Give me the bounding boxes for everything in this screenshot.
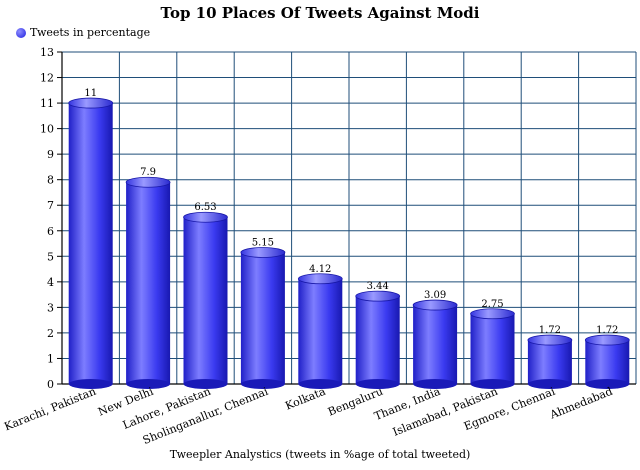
bar-base (240, 379, 285, 389)
y-tick-label: 9 (47, 148, 54, 161)
y-tick-label: 10 (40, 123, 54, 136)
data-label: 7.9 (140, 167, 156, 178)
bar-body (183, 217, 228, 384)
legend-label: Tweets in percentage (30, 26, 151, 39)
bar-base (470, 379, 515, 389)
x-tick-label: Karachi, Pakistan (2, 385, 97, 434)
bar-body (355, 296, 400, 384)
bar (527, 334, 573, 389)
bar (297, 273, 343, 389)
data-label: 11 (84, 88, 97, 99)
bar-top (470, 308, 515, 320)
data-label: 1.72 (596, 325, 618, 336)
y-tick-label: 13 (40, 46, 54, 59)
y-tick-label: 5 (47, 250, 54, 263)
bar-base (413, 379, 458, 389)
chart-title: Top 10 Places Of Tweets Against Modi (160, 4, 480, 22)
bar (68, 97, 114, 389)
bar-base (527, 379, 572, 389)
bar-top (527, 334, 573, 346)
bar-base (183, 379, 228, 389)
bar-base (126, 379, 171, 389)
data-label: 1.72 (539, 325, 561, 336)
bar-base (355, 379, 400, 389)
y-tick-label: 2 (47, 327, 54, 340)
bar (355, 290, 401, 389)
legend-marker-icon (16, 27, 26, 38)
bar-top (412, 299, 458, 311)
bar (584, 334, 630, 389)
bars (68, 97, 630, 389)
bar (125, 176, 171, 389)
y-tick-label: 3 (47, 301, 54, 314)
bar-top (584, 334, 630, 346)
bar-top (355, 290, 401, 302)
bar (412, 299, 458, 389)
grid (62, 51, 637, 384)
bar (240, 247, 286, 389)
bar-top (297, 273, 343, 285)
bar-body (298, 278, 343, 384)
y-tick-label: 6 (47, 225, 54, 238)
y-tick-label: 1 (47, 352, 54, 365)
data-label: 4.12 (309, 264, 331, 275)
legend: Tweets in percentage (16, 26, 150, 39)
x-tick-label: Ahmedabad (547, 385, 614, 422)
y-tick-label: 4 (47, 276, 54, 289)
data-label: 3.09 (424, 290, 446, 301)
bar-body (585, 340, 630, 384)
bar-body (240, 252, 285, 384)
y-tick-label: 11 (40, 97, 54, 110)
bar-body (126, 182, 171, 384)
bar-base (585, 379, 630, 389)
data-label: 3.44 (367, 281, 389, 292)
bar-base (298, 379, 343, 389)
bar-body (470, 313, 515, 384)
bar-body (527, 340, 572, 384)
y-tick-label: 12 (40, 72, 54, 85)
y-tick-label: 8 (47, 174, 54, 187)
x-tick-label: Kolkata (283, 385, 327, 413)
x-axis-caption: Tweepler Analystics (tweets in %age of t… (169, 448, 471, 461)
bar-top (125, 176, 171, 188)
bar (183, 211, 228, 389)
y-tick-label: 0 (47, 378, 54, 391)
bar-body (413, 305, 458, 384)
data-label: 6.53 (194, 202, 216, 213)
data-label: 2.75 (481, 299, 503, 310)
bar-base (68, 379, 113, 389)
bar (470, 308, 515, 389)
data-label: 5.15 (252, 237, 274, 248)
y-tick-label: 7 (47, 199, 54, 212)
bar-top (68, 97, 114, 109)
bar-top (240, 247, 286, 258)
bar-top (183, 211, 228, 223)
bar-body (68, 103, 113, 385)
